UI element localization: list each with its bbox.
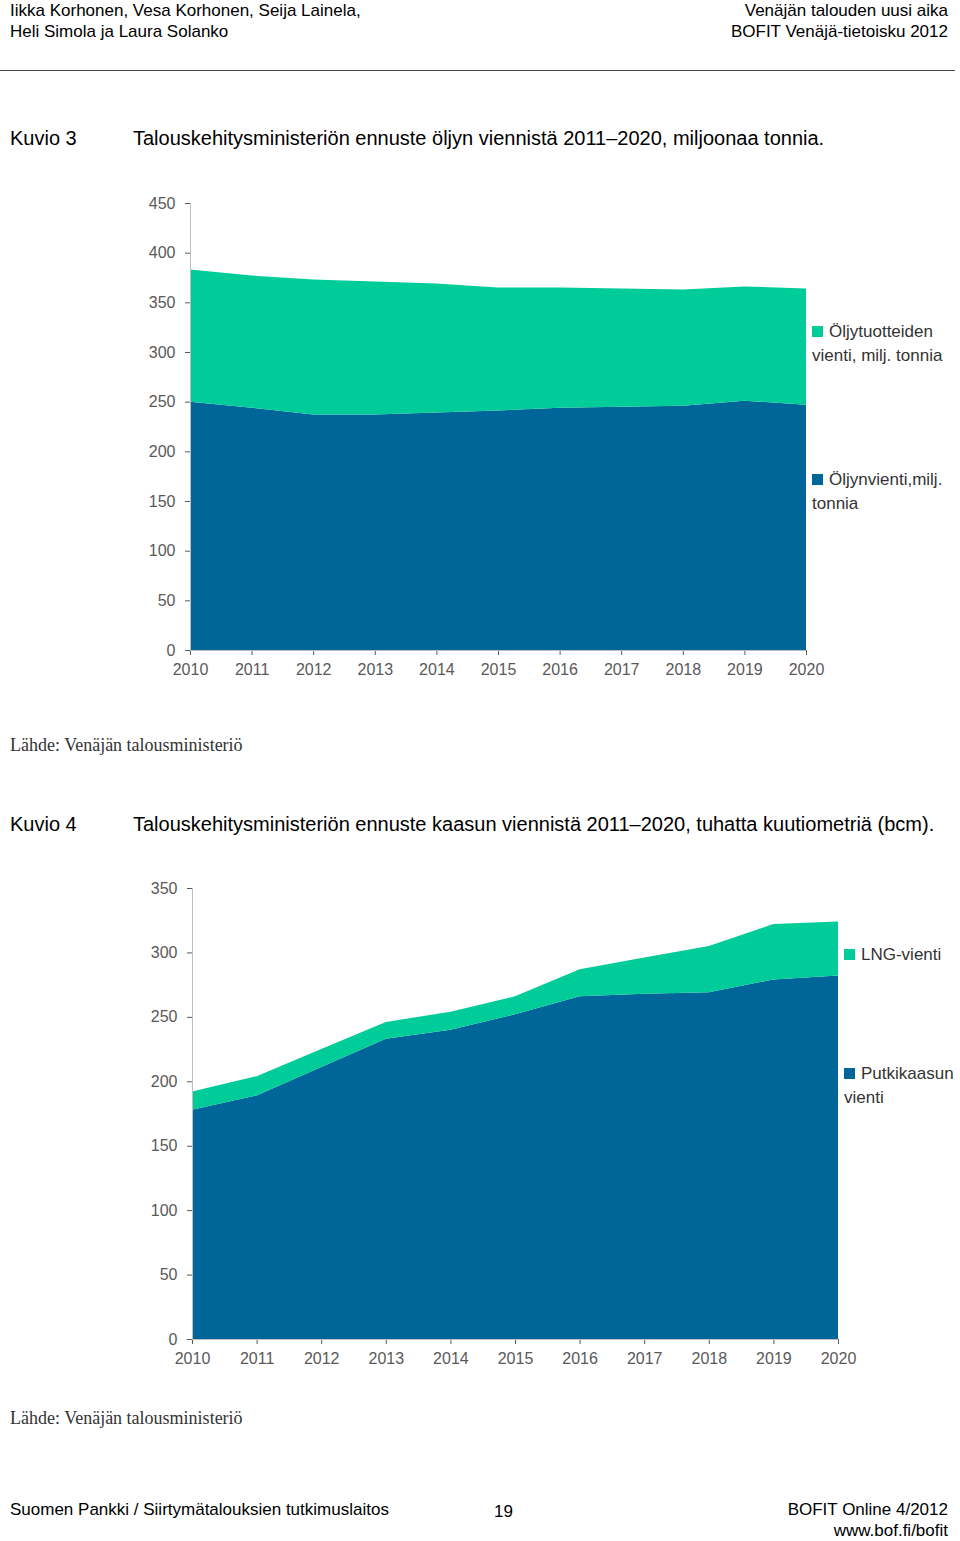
- svg-text:350: 350: [151, 880, 178, 897]
- svg-text:100: 100: [149, 542, 176, 559]
- svg-text:2011: 2011: [235, 661, 270, 678]
- svg-text:150: 150: [149, 493, 176, 510]
- svg-text:2018: 2018: [666, 661, 702, 678]
- svg-text:0: 0: [167, 642, 176, 659]
- html-text:LNG-vienti: LNG-vienti: [861, 945, 942, 964]
- html-text:Venäjän talouden uusi aika: Venäjän talouden uusi aika: [744, 1, 948, 20]
- svg-text:2013: 2013: [358, 661, 394, 678]
- svg-text:2011: 2011: [240, 1350, 275, 1367]
- svg-text:50: 50: [158, 592, 176, 609]
- html-text:www.bof.fi/bofit: www.bof.fi/bofit: [833, 1521, 948, 1540]
- svg-text:400: 400: [149, 244, 176, 261]
- svg-text:450: 450: [149, 195, 176, 212]
- html-text:Talouskehitysministeriön ennus: Talouskehitysministeriön ennuste öljyn v…: [133, 127, 825, 149]
- html-text:Suomen Pankki / Siirtymätalouk: Suomen Pankki / Siirtymätalouksien tutki…: [10, 1500, 389, 1519]
- svg-text:2010: 2010: [173, 661, 209, 678]
- svg-text:200: 200: [151, 1073, 178, 1090]
- svg-text:200: 200: [149, 443, 176, 460]
- svg-text:300: 300: [149, 344, 176, 361]
- html-text:Talouskehitysministeriön ennus: Talouskehitysministeriön ennuste kaasun …: [133, 813, 935, 835]
- svg-text:2017: 2017: [604, 661, 640, 678]
- html-text:Kuvio 3: Kuvio 3: [10, 127, 77, 149]
- svg-text:2012: 2012: [304, 1350, 340, 1367]
- svg-text:350: 350: [149, 294, 176, 311]
- html-text:19: 19: [494, 1502, 513, 1521]
- svg-text:2015: 2015: [498, 1350, 534, 1367]
- svg-text:2015: 2015: [481, 661, 517, 678]
- html-text:Öljytuotteiden vienti, milj. t: Öljytuotteiden vienti, milj. tonnia: [812, 322, 943, 365]
- html-text:Öljynvienti,milj. tonnia: Öljynvienti,milj. tonnia: [812, 470, 943, 513]
- svg-text:250: 250: [151, 1008, 178, 1025]
- svg-text:2013: 2013: [369, 1350, 405, 1367]
- html-text:Iikka Korhonen, Vesa Korhonen,: Iikka Korhonen, Vesa Korhonen, Seija Lai…: [10, 1, 361, 20]
- svg-text:2020: 2020: [789, 661, 825, 678]
- html-text:Kuvio 4: Kuvio 4: [10, 813, 77, 835]
- svg-text:2017: 2017: [627, 1350, 663, 1367]
- svg-text:0: 0: [169, 1331, 178, 1348]
- html-text:BOFIT Online 4/2012: BOFIT Online 4/2012: [787, 1500, 948, 1519]
- svg-text:2019: 2019: [756, 1350, 792, 1367]
- svg-text:2016: 2016: [562, 1350, 598, 1367]
- html-text:BOFIT Venäjä-tietoisku 2012: BOFIT Venäjä-tietoisku 2012: [731, 22, 948, 41]
- svg-text:2018: 2018: [692, 1350, 728, 1367]
- svg-text:100: 100: [151, 1202, 178, 1219]
- html-text:Putkikaasun vienti: Putkikaasun vienti: [844, 1064, 954, 1107]
- svg-text:2020: 2020: [821, 1350, 857, 1367]
- html-text:Lähde: Venäjän talousministeri: Lähde: Venäjän talousministeriö: [10, 735, 243, 755]
- svg-text:50: 50: [160, 1266, 178, 1283]
- svg-text:150: 150: [151, 1137, 178, 1154]
- html-text:Heli Simola ja Laura Solanko: Heli Simola ja Laura Solanko: [10, 22, 229, 41]
- svg-text:2016: 2016: [542, 661, 578, 678]
- svg-text:300: 300: [151, 944, 178, 961]
- svg-text:250: 250: [149, 393, 176, 410]
- html-text:Lähde: Venäjän talousministeri: Lähde: Venäjän talousministeriö: [10, 1408, 243, 1428]
- svg-text:2014: 2014: [419, 661, 455, 678]
- svg-text:2010: 2010: [175, 1350, 211, 1367]
- svg-text:2012: 2012: [296, 661, 332, 678]
- svg-text:2014: 2014: [433, 1350, 469, 1367]
- svg-text:2019: 2019: [727, 661, 763, 678]
